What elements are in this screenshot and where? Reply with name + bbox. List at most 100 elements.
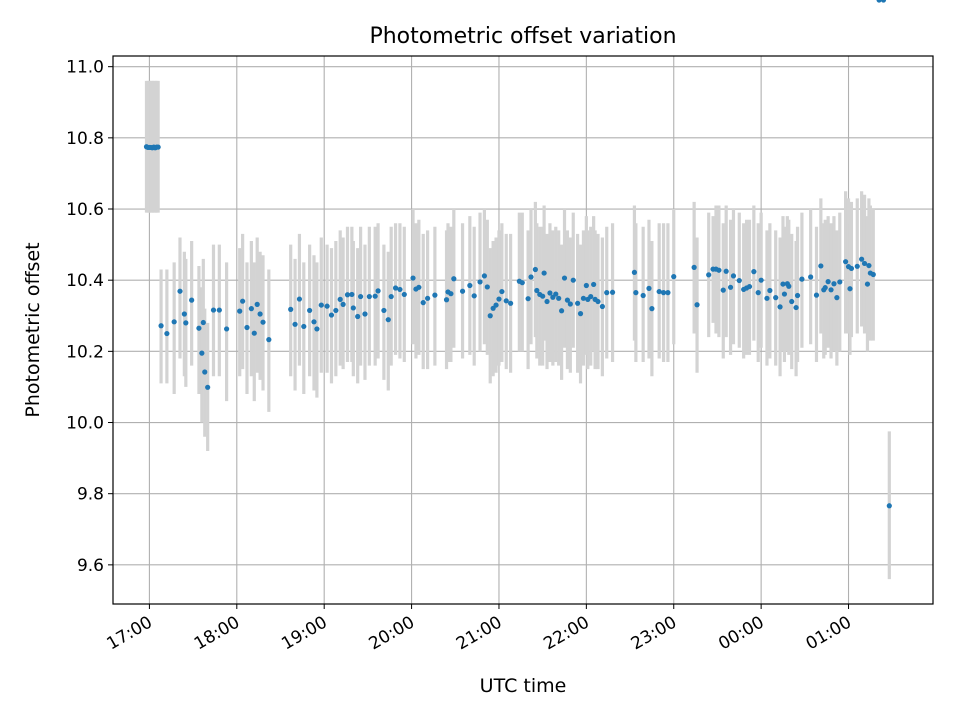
- data-point: [848, 265, 855, 272]
- data-point: [649, 306, 655, 312]
- data-point: [706, 272, 712, 278]
- data-point: [358, 293, 364, 300]
- data-point: [344, 292, 351, 298]
- data-point: [746, 283, 753, 290]
- data-point: [525, 296, 531, 302]
- data-point: [665, 290, 671, 296]
- data-point: [567, 301, 573, 307]
- data-point: [793, 304, 799, 311]
- data-point: [410, 275, 416, 281]
- data-point: [789, 298, 795, 305]
- data-point: [758, 277, 764, 283]
- data-point: [604, 290, 610, 296]
- data-point: [588, 293, 594, 300]
- data-point: [296, 296, 303, 302]
- data-point: [813, 292, 820, 298]
- data-point: [375, 288, 381, 294]
- data-point: [164, 330, 170, 337]
- data-point: [237, 308, 243, 314]
- data-point: [171, 319, 177, 325]
- data-point: [794, 292, 801, 299]
- data-point: [254, 301, 260, 307]
- data-point: [577, 311, 584, 317]
- data-point: [224, 326, 230, 332]
- data-point: [631, 269, 638, 275]
- data-point: [773, 295, 779, 301]
- data-point: [866, 262, 872, 269]
- data-point: [876, 0, 882, 3]
- data-point: [477, 279, 483, 285]
- data-point: [493, 302, 499, 308]
- data-point: [248, 306, 254, 312]
- data-point: [755, 290, 761, 296]
- data-point: [843, 259, 849, 265]
- data-point: [764, 295, 770, 301]
- data-point: [861, 260, 868, 267]
- data-point: [591, 281, 597, 288]
- data-point: [372, 293, 378, 299]
- data-point: [181, 311, 187, 317]
- y-tick-label: 10.8: [66, 129, 104, 149]
- data-point: [633, 290, 639, 296]
- data-points: [143, 0, 892, 509]
- data-point: [196, 325, 202, 331]
- data-point: [751, 269, 757, 275]
- data-point: [831, 281, 837, 287]
- data-point: [202, 369, 208, 375]
- data-point: [392, 285, 399, 291]
- data-point: [825, 279, 831, 285]
- y-tick-label: 9.8: [77, 485, 104, 505]
- data-point: [328, 312, 335, 318]
- data-point: [487, 313, 493, 319]
- data-point: [467, 282, 473, 289]
- data-point: [828, 287, 834, 293]
- data-point: [388, 293, 394, 300]
- data-point: [183, 320, 189, 326]
- data-point: [158, 323, 164, 329]
- data-point: [481, 273, 488, 279]
- y-tick-label: 10.2: [66, 342, 104, 362]
- data-point: [723, 268, 729, 274]
- data-point: [340, 301, 346, 307]
- data-point: [292, 321, 298, 327]
- data-point: [451, 276, 457, 282]
- data-point: [834, 295, 840, 301]
- data-point: [397, 286, 403, 293]
- chart-title: Photometric offset variation: [369, 24, 676, 49]
- data-point: [366, 293, 372, 300]
- data-point: [780, 281, 786, 287]
- data-point: [671, 274, 677, 280]
- data-point: [777, 304, 783, 310]
- data-point: [459, 288, 466, 294]
- data-point: [822, 285, 828, 291]
- data-point: [443, 297, 450, 303]
- data-point: [240, 298, 246, 304]
- data-point: [189, 297, 195, 303]
- data-point: [432, 292, 438, 298]
- data-point: [314, 326, 320, 332]
- data-point: [556, 295, 562, 301]
- y-tick-label: 10.6: [66, 200, 104, 220]
- data-point: [503, 298, 509, 304]
- data-point: [401, 291, 407, 298]
- data-point: [880, 0, 887, 3]
- data-point: [595, 298, 601, 305]
- data-point: [720, 287, 726, 293]
- data-point: [333, 307, 339, 314]
- data-point: [448, 291, 454, 297]
- y-tick-label: 9.6: [77, 556, 104, 576]
- data-point: [854, 263, 860, 269]
- data-point: [561, 275, 568, 281]
- data-point: [244, 324, 250, 331]
- data-point: [534, 287, 540, 294]
- y-tick-label: 10.0: [66, 414, 104, 434]
- data-point: [870, 271, 876, 278]
- data-point: [808, 274, 814, 280]
- data-point: [837, 279, 843, 285]
- data-point: [786, 283, 792, 289]
- y-axis-ticks: 9.6 9.8 10.0 10.2 10.4 10.6 10.8 11.0: [66, 58, 113, 576]
- data-point: [484, 284, 490, 290]
- data-point: [311, 319, 317, 325]
- data-point: [355, 313, 361, 320]
